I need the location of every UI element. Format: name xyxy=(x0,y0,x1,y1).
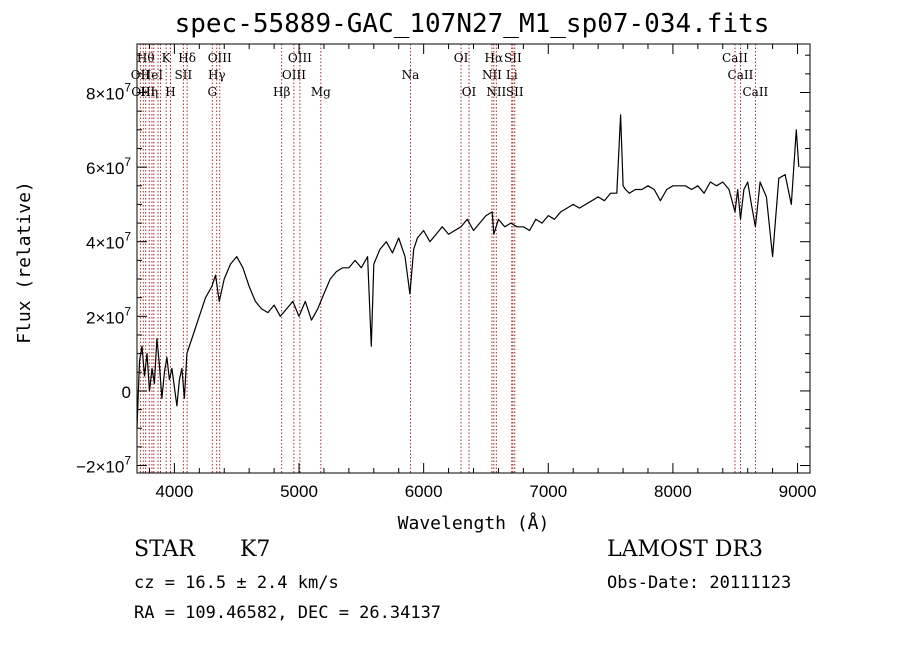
spectral-line-label-8: K xyxy=(162,51,172,65)
spectral-line-label-26: SII xyxy=(504,51,522,65)
spectral-line-label-19: Na xyxy=(402,68,420,82)
spectral-line-label-4: HeI xyxy=(141,68,164,82)
x-tick-label-3: 7000 xyxy=(529,482,567,501)
y-tick-label-1: 0 xyxy=(122,383,131,402)
spectral-line-label-16: OIII xyxy=(282,68,306,82)
object-subclass: K7 xyxy=(240,537,271,562)
x-tick-label-2: 6000 xyxy=(405,482,443,501)
spectral-line-label-25: Li xyxy=(506,68,518,82)
spectral-line-label-30: CaII xyxy=(742,85,768,99)
spectral-line-label-0: OII xyxy=(131,68,151,82)
y-tick-label-4: 6×107 xyxy=(86,155,131,178)
coordinates-text: RA = 109.46582, DEC = 26.34137 xyxy=(134,603,442,623)
spectral-line-label-11: Hδ xyxy=(178,51,196,65)
spectral-line-label-3: Hη xyxy=(140,85,158,99)
y-tick-label-3: 4×107 xyxy=(86,230,131,253)
spectral-line-label-23: Hα xyxy=(485,51,504,65)
spectrum-series-0 xyxy=(136,114,800,429)
survey-name: LAMOST DR3 xyxy=(607,537,763,562)
spectral-line-label-18: Mg xyxy=(311,85,331,99)
spectral-line-label-21: OI xyxy=(462,85,477,99)
x-tick-label-1: 5000 xyxy=(280,482,318,501)
spectral-line-label-24: NII xyxy=(486,85,506,99)
spectral-line-label-17: OIII xyxy=(288,51,312,65)
x-tick-label-4: 8000 xyxy=(654,482,692,501)
spectral-line-label-9: H xyxy=(165,85,175,99)
spectral-line-label-15: Hβ xyxy=(273,85,290,99)
y-tick-label-2: 2×107 xyxy=(86,304,131,327)
x-tick-label-5: 9000 xyxy=(779,482,817,501)
ticks-layer: 4000 5000 6000 7000 8000 9000 −2×107 0 2×107 4×10… xyxy=(76,44,816,501)
spectral-line-label-10: SII xyxy=(175,68,193,82)
spectral-line-label-2: Hθ xyxy=(137,51,155,65)
spectral-lines-layer: OIIOIIIHθHηHeIKHSIIHδGHγOIIIHβOIIIOIIIMg… xyxy=(131,44,769,473)
spectral-line-label-13: Hγ xyxy=(208,68,226,82)
chart-title: spec-55889-GAC_107N27_M1_sp07-034.fits xyxy=(174,9,770,39)
y-tick-label-0: −2×107 xyxy=(76,454,131,477)
series-layer xyxy=(136,114,800,429)
y-tick-label-5: 8×107 xyxy=(86,80,131,103)
x-tick-label-0: 4000 xyxy=(155,482,193,501)
spectral-line-label-14: OIII xyxy=(208,51,232,65)
observation-date: Obs-Date: 20111123 xyxy=(607,573,792,593)
spectral-line-label-22: NII xyxy=(482,68,502,82)
spectral-line-label-12: G xyxy=(207,85,217,99)
redshift-text: cz = 16.5 ± 2.4 km/s xyxy=(134,573,339,593)
x-axis-label: Wavelength (Å) xyxy=(398,512,550,534)
spectral-line-label-20: OI xyxy=(454,51,469,65)
spectral-line-label-28: CaII xyxy=(722,51,748,65)
spectral-line-label-27: SII xyxy=(506,85,524,99)
object-class: STAR xyxy=(134,537,195,562)
spectral-line-label-29: CaII xyxy=(728,68,754,82)
y-axis-label: Flux (relative) xyxy=(14,181,35,344)
